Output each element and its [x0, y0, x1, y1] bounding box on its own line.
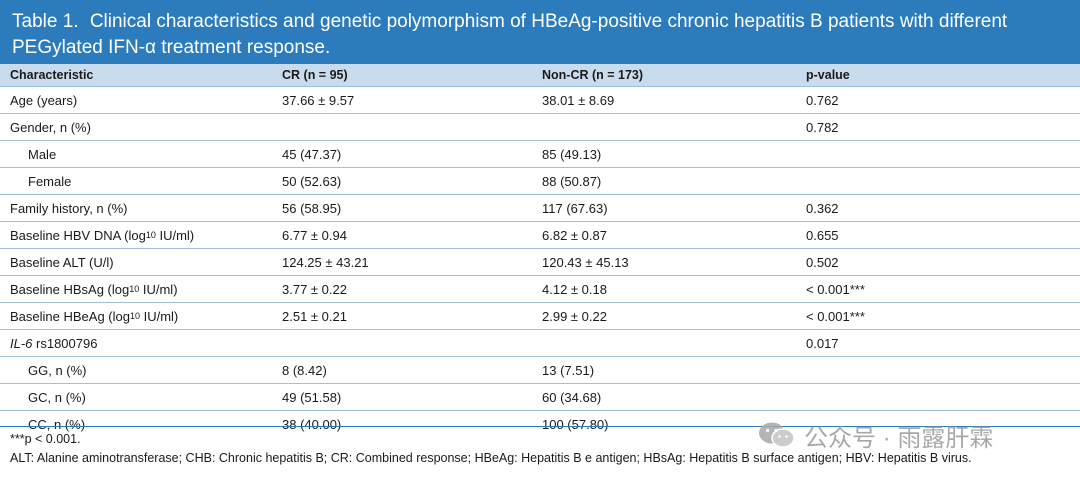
- cell-noncr: 120.43 ± 45.13: [542, 254, 629, 270]
- table-row: Baseline HBV DNA (log 10 IU/ml) 6.77 ± 0.…: [0, 222, 1080, 249]
- cell-noncr: 2.99 ± 0.22: [542, 308, 607, 324]
- subscript: 10: [129, 284, 140, 294]
- table-row: Baseline HBsAg (log 10 IU/ml) 3.77 ± 0.22…: [0, 276, 1080, 303]
- watermark: 公众号 · 雨露肝霖: [758, 420, 994, 452]
- cell-pvalue: 0.782: [806, 119, 839, 135]
- cell-noncr: 6.82 ± 0.87: [542, 227, 607, 243]
- table-row: Gender, n (%) 0.782: [0, 114, 1080, 141]
- cell-cr: 124.25 ± 43.21: [282, 254, 369, 270]
- row-label: Baseline ALT (U/l): [10, 254, 114, 270]
- row-label: Female: [28, 173, 72, 189]
- row-label: GC, n (%): [28, 389, 86, 405]
- header-pvalue: p-value: [806, 68, 850, 82]
- table-row: Age (years) 37.66 ± 9.57 38.01 ± 8.69 0.…: [0, 87, 1080, 114]
- cell-pvalue: 0.655: [806, 227, 839, 243]
- table-row: Male 45 (47.37) 85 (49.13): [0, 141, 1080, 168]
- cell-pvalue: 0.502: [806, 254, 839, 270]
- row-label: Age (years): [10, 92, 78, 108]
- header-noncr: Non-CR (n = 173): [542, 68, 644, 82]
- cell-noncr: 38.01 ± 8.69: [542, 92, 615, 108]
- cell-pvalue: 0.017: [806, 335, 839, 351]
- table-title: Table 1. Clinical characteristics and ge…: [0, 0, 1080, 64]
- row-label: Gender, n (%): [10, 119, 91, 135]
- cell-pvalue: 0.362: [806, 200, 839, 216]
- header-cr: CR (n = 95): [282, 68, 348, 82]
- cell-cr: 37.66 ± 9.57: [282, 92, 355, 108]
- footnote-abbreviations: ALT: Alanine aminotransferase; CHB: Chro…: [10, 451, 972, 465]
- cell-noncr: 4.12 ± 0.18: [542, 281, 607, 297]
- cell-noncr: 13 (7.51): [542, 362, 595, 378]
- table-row: Family history, n (%) 56 (58.95) 117 (67…: [0, 195, 1080, 222]
- table-number: Table 1.: [12, 11, 79, 32]
- row-label: Baseline HBV DNA (log 10 IU/ml): [10, 222, 194, 248]
- row-label-unit: IU/ml): [155, 227, 195, 243]
- gene-name: IL-6: [10, 335, 33, 351]
- row-label-text: Baseline HBsAg (log: [10, 281, 130, 297]
- table-row: Female 50 (52.63) 88 (50.87): [0, 168, 1080, 195]
- row-label: GG, n (%): [28, 362, 87, 378]
- row-label-text: Baseline HBV DNA (log: [10, 227, 146, 243]
- cell-cr: 2.51 ± 0.21: [282, 308, 347, 324]
- cell-cr: 38 (40.00): [282, 416, 342, 432]
- cell-noncr: 100 (57.80): [542, 416, 609, 432]
- cell-cr: 49 (51.58): [282, 389, 342, 405]
- cell-noncr: 85 (49.13): [542, 146, 602, 162]
- cell-noncr: 60 (34.68): [542, 389, 602, 405]
- cell-cr: 50 (52.63): [282, 173, 342, 189]
- footnote-significance: ***p < 0.001.: [10, 432, 81, 446]
- cell-cr: 3.77 ± 0.22: [282, 281, 347, 297]
- table-row: GG, n (%) 8 (8.42) 13 (7.51): [0, 357, 1080, 384]
- cell-noncr: 117 (67.63): [542, 200, 608, 216]
- table-body: Age (years) 37.66 ± 9.57 38.01 ± 8.69 0.…: [0, 87, 1080, 437]
- subscript: 10: [145, 230, 156, 240]
- table-header: Characteristic CR (n = 95) Non-CR (n = 1…: [0, 64, 1080, 87]
- row-label: Baseline HBeAg (log 10 IU/ml): [10, 303, 178, 329]
- table-row: Baseline ALT (U/l) 124.25 ± 43.21 120.43…: [0, 249, 1080, 276]
- row-label-text: Baseline HBeAg (log: [10, 308, 130, 324]
- row-label-unit: IU/ml): [139, 308, 179, 324]
- row-label-unit: IU/ml): [139, 281, 178, 297]
- cell-cr: 45 (47.37): [282, 146, 342, 162]
- subscript: 10: [129, 311, 140, 321]
- cell-cr: 6.77 ± 0.94: [282, 227, 347, 243]
- cell-noncr: 88 (50.87): [542, 173, 602, 189]
- cell-cr: 8 (8.42): [282, 362, 327, 378]
- cell-cr: 56 (58.95): [282, 200, 342, 216]
- table-title-text: Clinical characteristics and genetic pol…: [12, 11, 1008, 58]
- cell-pvalue: < 0.001***: [806, 308, 865, 324]
- row-label: CC, n (%): [28, 416, 86, 432]
- table-row: Baseline HBeAg (log 10 IU/ml) 2.51 ± 0.21…: [0, 303, 1080, 330]
- table-row: IL-6 rs1800796 0.017: [0, 330, 1080, 357]
- header-characteristic: Characteristic: [10, 68, 94, 82]
- row-label: IL-6 rs1800796: [10, 330, 97, 356]
- cell-pvalue: 0.762: [806, 92, 839, 108]
- row-label: Male: [28, 146, 57, 162]
- cell-pvalue: < 0.001***: [806, 281, 865, 297]
- row-label: Family history, n (%): [10, 200, 128, 216]
- wechat-icon: [759, 422, 795, 448]
- watermark-text: 公众号 · 雨露肝霖: [804, 424, 994, 452]
- row-label: Baseline HBsAg (log 10 IU/ml): [10, 276, 178, 302]
- table-bottom-rule: [0, 426, 1080, 427]
- snp-id: rs1800796: [32, 335, 98, 351]
- table-row: GC, n (%) 49 (51.58) 60 (34.68): [0, 384, 1080, 411]
- table-row: CC, n (%) 38 (40.00) 100 (57.80): [0, 411, 1080, 437]
